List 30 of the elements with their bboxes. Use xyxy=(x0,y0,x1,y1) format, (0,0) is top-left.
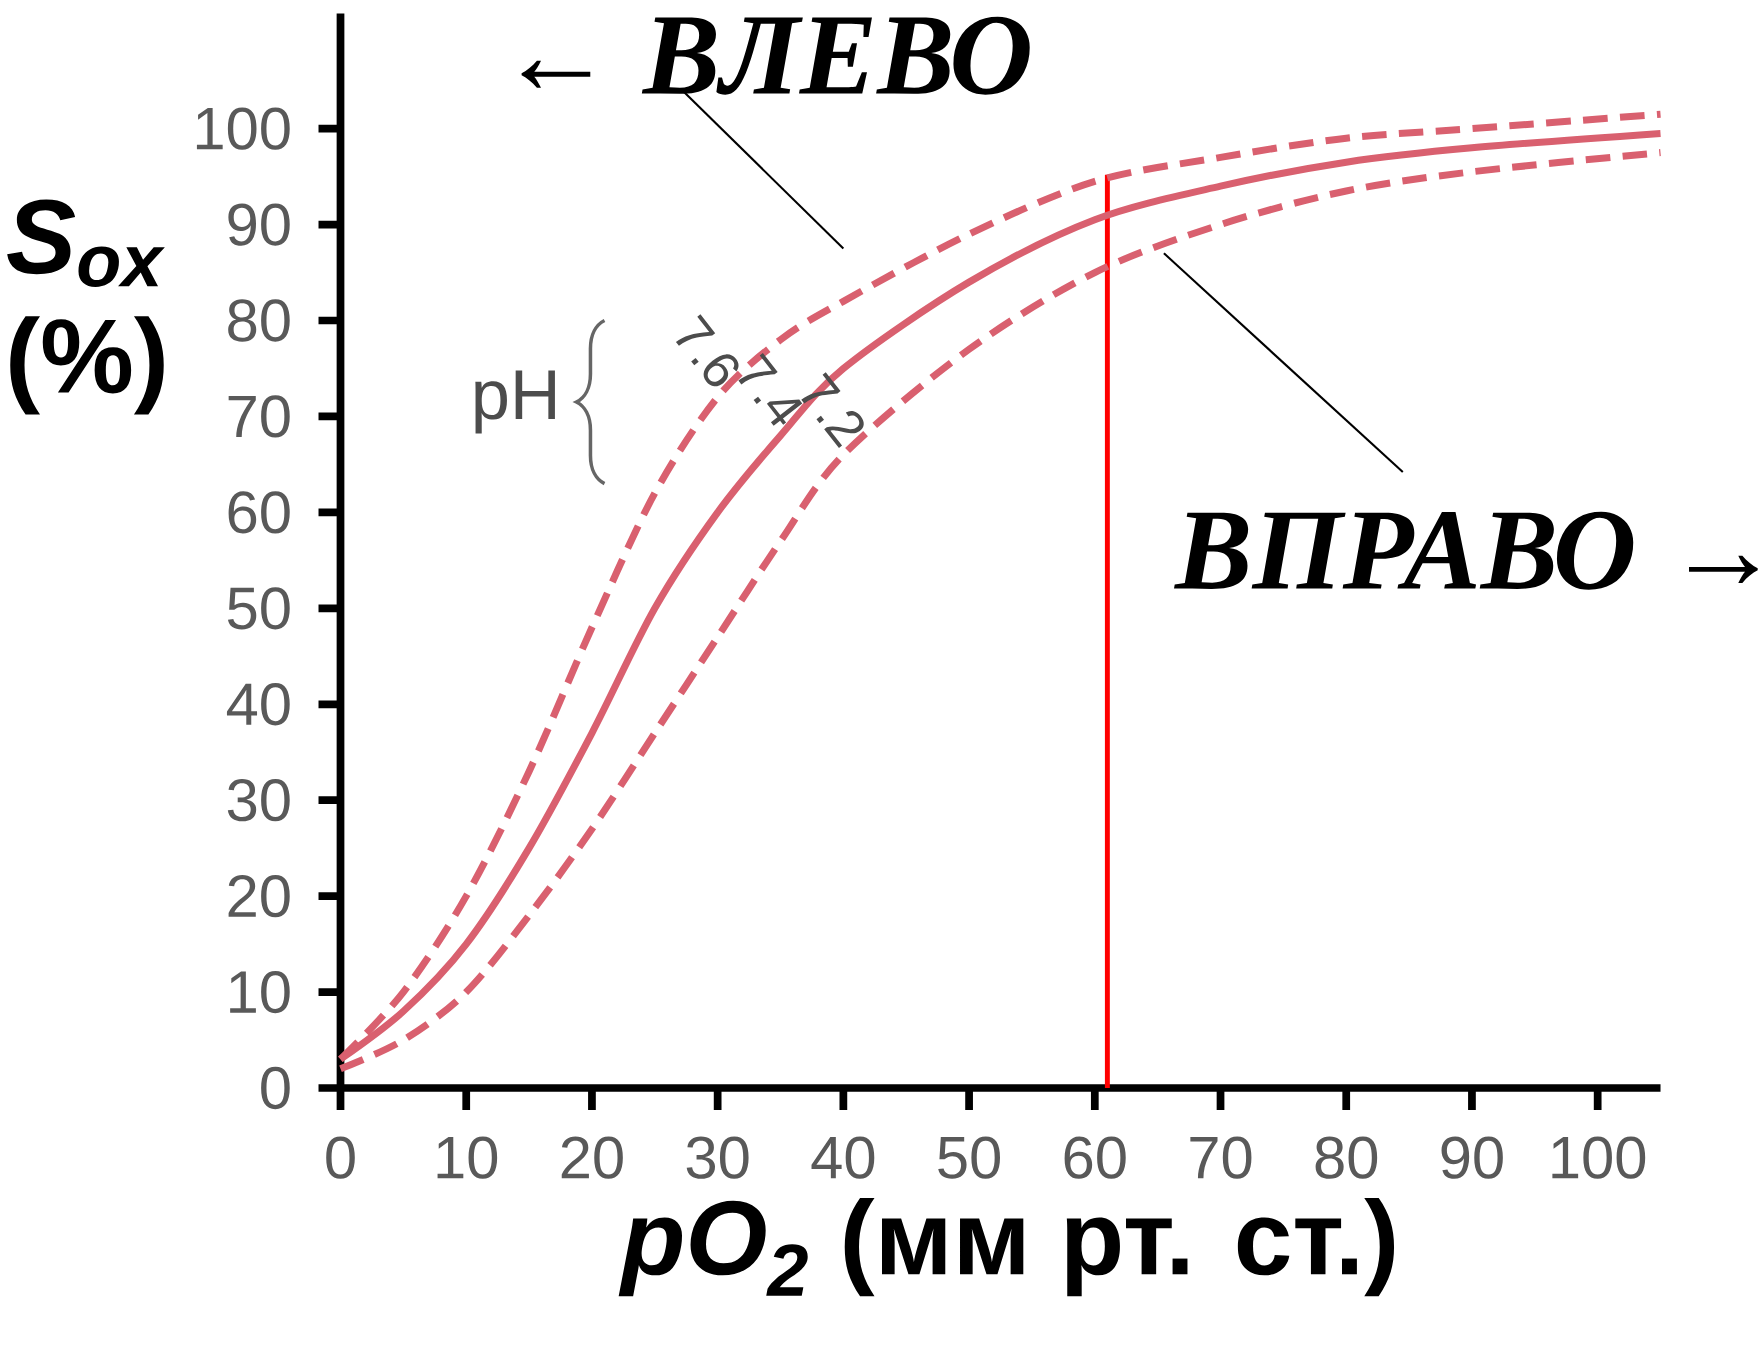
x-tick-label: 0 xyxy=(326,1136,355,1179)
x-tick-label: 50 xyxy=(938,1136,1000,1179)
x-tick-label: 10 xyxy=(437,1136,498,1179)
x-tick-label: 80 xyxy=(1315,1136,1378,1179)
y-tick-label: 70 xyxy=(228,395,290,438)
x-tick-label: 20 xyxy=(561,1136,623,1179)
text: pO$_{2}$ (мм рт. ст.) xyxy=(618,1197,1395,1297)
x-tick-label: 40 xyxy=(811,1136,875,1179)
text: 7.4 xyxy=(738,353,803,426)
text: 7.6 xyxy=(675,314,739,387)
y-tick-label: 10 xyxy=(230,970,290,1014)
annotation: ← ВЛЕВО xyxy=(521,16,1030,95)
text: S$_{ox}$ (%) xyxy=(7,199,165,415)
x-tick-label: 70 xyxy=(1190,1136,1252,1179)
y-tick-label: 50 xyxy=(227,587,290,630)
x-tick-label: 30 xyxy=(686,1136,749,1179)
x-tick-label: 100 xyxy=(1552,1136,1646,1179)
x-tick-label: 60 xyxy=(1064,1136,1126,1179)
x-tick-label: 90 xyxy=(1441,1136,1503,1179)
legend-title: pH xyxy=(475,370,555,434)
y-tick-label: 60 xyxy=(228,491,290,534)
y-tick-label: 40 xyxy=(226,683,290,726)
text: 7.2 xyxy=(801,372,864,449)
y-tick-label: 100 xyxy=(196,107,290,150)
y-tick-label: 30 xyxy=(227,779,290,822)
y-tick-label: 90 xyxy=(228,203,290,246)
y-tick-label: 80 xyxy=(228,299,290,342)
annotation: ВПРАВО → xyxy=(1174,511,1758,590)
y-tick-label: 0 xyxy=(261,1066,290,1110)
y-tick-label: 20 xyxy=(228,874,290,918)
